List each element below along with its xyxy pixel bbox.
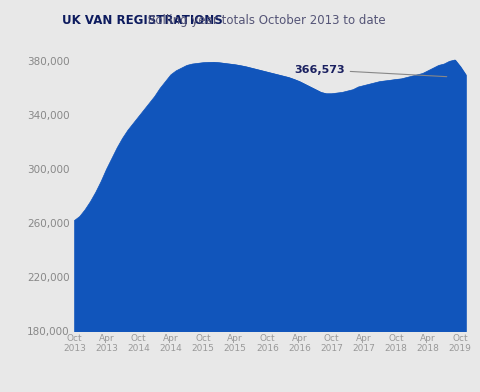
Text: Rolling year totals October 2013 to date: Rolling year totals October 2013 to date [144, 14, 385, 27]
Text: 366,573: 366,573 [294, 65, 447, 77]
Text: UK VAN REGISTRATIONS: UK VAN REGISTRATIONS [62, 14, 223, 27]
